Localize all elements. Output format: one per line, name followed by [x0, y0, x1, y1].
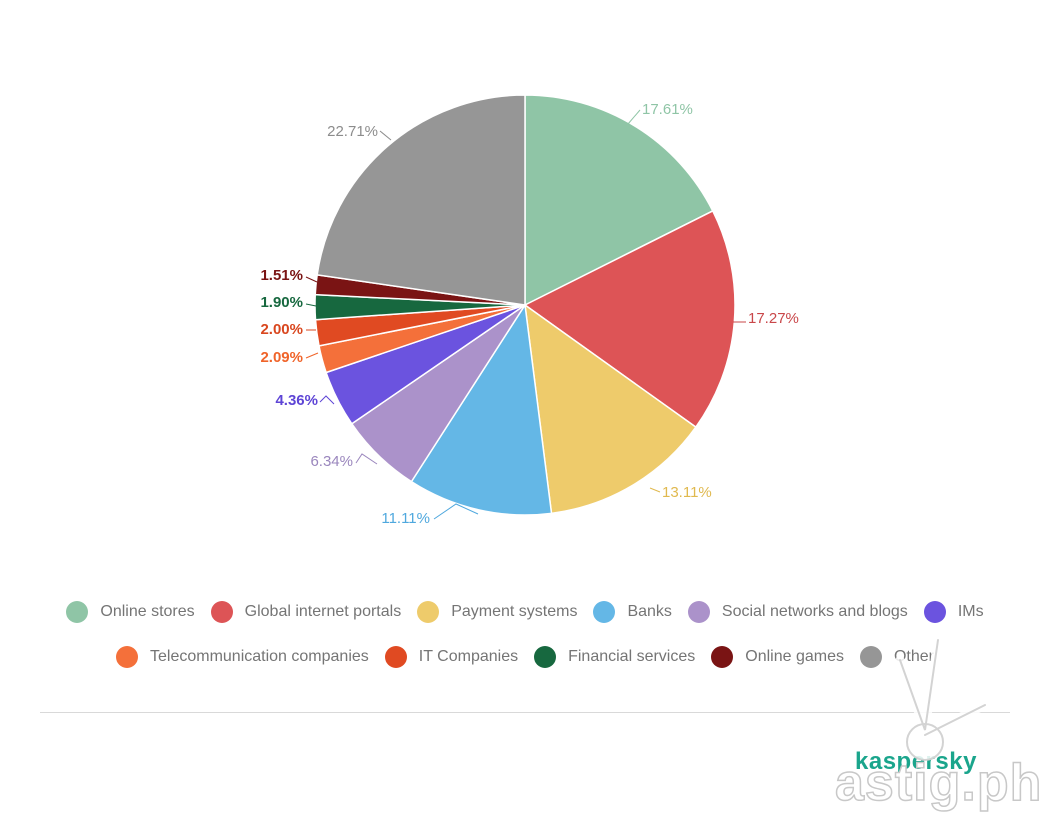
pie-slices	[314, 94, 736, 516]
value-label: 13.11%	[662, 484, 712, 501]
legend-item-payment-systems: Payment systems	[417, 601, 577, 623]
legend-label: Banks	[627, 603, 672, 620]
legend-swatch	[384, 646, 407, 668]
value-label: 6.34%	[310, 453, 353, 470]
leader-line	[305, 303, 317, 307]
leader-line	[305, 276, 318, 283]
pie-slice-online-stores	[524, 94, 714, 307]
legend-label: Online stores	[100, 603, 195, 620]
legend-item-it-companies: IT Companies	[384, 646, 519, 668]
leader-line	[355, 453, 378, 465]
legend-label: Payment systems	[451, 603, 578, 620]
pie-slice-global-internet-portals	[523, 209, 736, 429]
leader-line	[305, 352, 319, 359]
leader-lines	[305, 109, 746, 520]
legend-swatch	[593, 601, 616, 623]
legend-item-global-internet-portals: Global internet portals	[210, 601, 402, 623]
legend-label: Social networks and blogs	[721, 603, 908, 620]
legend-row-1: Online stores Global internet portals Paym…	[0, 601, 1050, 623]
legend-swatch	[859, 646, 882, 668]
legend-label: Global internet portals	[244, 603, 402, 620]
legend-item-online-games: Online games	[711, 646, 844, 668]
value-label: 4.36%	[275, 392, 318, 409]
legend-label: Online games	[745, 648, 844, 665]
kaspersky-logo: kaspersky	[855, 748, 977, 775]
legend-item-online-stores: Online stores	[66, 601, 195, 623]
legend-label: Telecommunication companies	[150, 648, 369, 665]
legend-swatch	[210, 601, 233, 623]
legend-item-ims: IMs	[923, 601, 984, 623]
legend-label: IT Companies	[418, 648, 519, 665]
leader-line	[379, 130, 392, 141]
legend-swatch	[417, 601, 440, 623]
legend-item-social-networks-and-blogs: Social networks and blogs	[687, 601, 908, 623]
divider	[40, 712, 1010, 713]
leader-line	[433, 503, 479, 520]
legend-item-telecommunication-companies: Telecommunication companies	[116, 646, 369, 668]
legend-item-other: Other	[859, 646, 934, 668]
legend-swatch	[66, 601, 89, 623]
value-label: 1.51%	[260, 267, 303, 284]
legend-swatch	[534, 646, 557, 668]
value-labels: 17.61% 17.27% 13.11% 11.11% 6.34% 4.36% 2.09% 2…	[260, 101, 798, 527]
value-label: 11.11%	[381, 510, 430, 527]
value-label: 2.00%	[260, 321, 303, 338]
pie-slice-banks	[410, 302, 553, 516]
pie-slice-other	[316, 94, 526, 306]
leader-line	[319, 395, 335, 405]
legend-swatch	[711, 646, 734, 668]
value-label: 1.90%	[260, 294, 303, 311]
pie-slice-payment-systems	[524, 303, 697, 515]
legend-swatch	[923, 601, 946, 623]
value-label: 17.27%	[748, 310, 799, 327]
legend-label: Other	[893, 648, 934, 665]
value-label: 2.09%	[260, 349, 303, 366]
value-label: 17.61%	[642, 101, 693, 118]
legend-swatch	[687, 601, 710, 623]
legend-item-banks: Banks	[593, 601, 672, 623]
legend-label: IMs	[957, 603, 984, 620]
leader-line	[649, 487, 661, 493]
legend-label: Financial services	[568, 648, 696, 665]
legend-swatch	[116, 646, 138, 668]
legend-item-financial-services: Financial services	[534, 646, 695, 668]
value-label: 22.71%	[327, 123, 378, 140]
legend-row-2: Telecommunication companies IT Companies F…	[0, 646, 1050, 668]
leader-line	[627, 109, 641, 125]
